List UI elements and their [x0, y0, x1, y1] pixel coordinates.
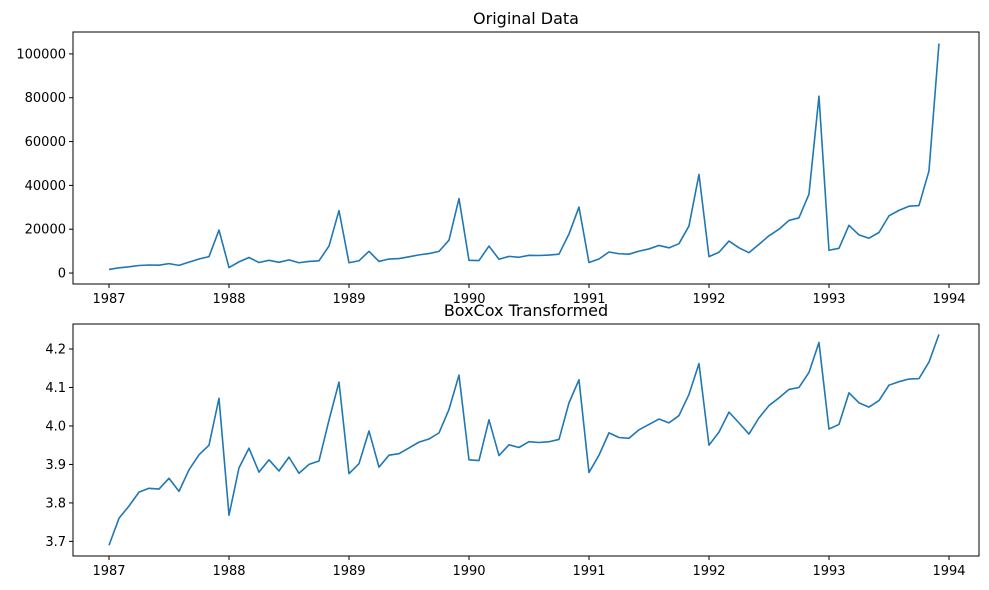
boxcox-transformed-y-tick-label: 4.2 — [45, 343, 66, 358]
boxcox-transformed-x-tick-label: 1989 — [332, 564, 365, 579]
original-data-x-tick-label: 1994 — [932, 292, 965, 307]
boxcox-transformed-x-tick-label: 1987 — [92, 564, 125, 579]
original-data-y-tick-label: 60000 — [25, 135, 66, 150]
boxcox-transformed-plot: BoxCox Transformed 1987 1988 1989 1990 1991 1… — [45, 301, 980, 579]
original-data-y-tick-label: 80000 — [25, 91, 66, 106]
original-data-line-series — [108, 43, 940, 271]
boxcox-transformed-x-tick-label: 1994 — [932, 564, 965, 579]
original-data-x-tick-label: 1993 — [812, 292, 845, 307]
boxcox-transformed-x-tick-label: 1988 — [212, 564, 245, 579]
original-data-x-tick-label: 1990 — [452, 292, 485, 307]
original-data-ticks: 1987 1988 1989 1990 1991 1992 1993 1994 0 20000 40… — [16, 47, 965, 307]
boxcox-transformed-x-tick-label: 1992 — [692, 564, 725, 579]
original-data-x-tick-label: 1988 — [212, 292, 245, 307]
original-data-axes-frame — [72, 31, 980, 285]
boxcox-transformed-y-tick-label: 3.7 — [45, 535, 66, 550]
boxcox-transformed-ticks: 1987 1988 1989 1990 1991 1992 1993 1994 3.7 3.8 3.… — [45, 343, 965, 579]
boxcox-transformed-x-tick-label: 1991 — [572, 564, 605, 579]
original-data-series — [108, 43, 940, 271]
original-data-y-tick-label: 0 — [58, 267, 66, 282]
boxcox-transformed-y-tick-label: 3.9 — [45, 458, 66, 473]
boxcox-transformed-x-tick-label: 1990 — [452, 564, 485, 579]
original-data-plot: Original Data 1987 1988 1989 1990 1991 1992 19… — [16, 9, 980, 307]
boxcox-transformed-x-tick-label: 1993 — [812, 564, 845, 579]
original-data-x-tick-label: 1992 — [692, 292, 725, 307]
boxcox-transformed-series — [108, 334, 940, 546]
original-data-title: Original Data — [473, 9, 579, 28]
original-data-x-tick-label: 1989 — [332, 292, 365, 307]
boxcox-transformed-y-tick-label: 4.1 — [45, 381, 66, 396]
original-data-y-tick-label: 20000 — [25, 223, 66, 238]
boxcox-transformed-line-series — [108, 334, 940, 546]
boxcox-transformed-axes-frame — [72, 323, 980, 557]
boxcox-transformed-title: BoxCox Transformed — [444, 301, 608, 320]
original-data-y-tick-label: 100000 — [16, 47, 66, 62]
original-data-y-tick-label: 40000 — [25, 179, 66, 194]
original-data-x-tick-label: 1987 — [92, 292, 125, 307]
original-data-x-tick-label: 1991 — [572, 292, 605, 307]
boxcox-transformed-y-tick-label: 3.8 — [45, 496, 66, 511]
boxcox-transformed-y-tick-label: 4.0 — [45, 419, 66, 434]
